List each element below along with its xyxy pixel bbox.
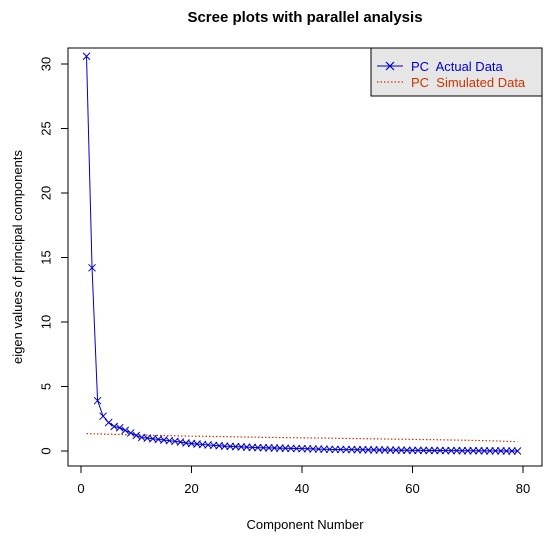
series-actual-line [86, 56, 518, 452]
actual-data-point [397, 446, 406, 455]
actual-data-point [491, 447, 500, 455]
actual-data-point [331, 445, 340, 454]
actual-data-point [436, 446, 444, 455]
actual-data-point [121, 426, 130, 435]
actual-data-point [309, 445, 317, 453]
legend-actual-marker [385, 61, 395, 71]
actual-data-point [463, 446, 472, 455]
actual-data-point [126, 429, 135, 437]
actual-data-point [419, 446, 428, 455]
actual-data-point [386, 446, 395, 454]
actual-data-point [358, 445, 367, 454]
actual-data-point [253, 443, 262, 452]
y-tick-label: 10 [39, 315, 54, 329]
actual-data-point [353, 445, 362, 454]
actual-data-point [270, 444, 279, 452]
y-tick-label: 5 [39, 383, 54, 390]
legend-box [370, 47, 543, 97]
actual-data-point [314, 445, 323, 453]
y-tick-label: 25 [39, 121, 54, 135]
actual-data-point [115, 423, 124, 432]
x-tick-label: 40 [295, 481, 309, 496]
x-axis-label: Component Number [246, 517, 364, 532]
y-tick-label: 0 [39, 447, 54, 454]
actual-data-point [303, 444, 312, 453]
actual-data-point [381, 446, 389, 454]
actual-data-point [264, 444, 273, 452]
legend-actual-label: PC Actual Data [411, 59, 504, 74]
actual-data-point [458, 446, 467, 455]
x-tick-label: 80 [516, 481, 530, 496]
actual-data-point [497, 447, 505, 455]
y-axis-label: eigen values of principal components [10, 150, 25, 364]
actual-data-point [392, 446, 400, 454]
x-tick-label: 0 [77, 481, 84, 496]
actual-data-point [320, 445, 328, 454]
actual-data-point [513, 447, 522, 455]
actual-data-point [508, 447, 516, 455]
actual-data-point [104, 418, 113, 427]
actual-data-point [441, 446, 450, 455]
actual-data-point [364, 445, 373, 454]
series-layer [82, 52, 522, 455]
actual-data-point [430, 446, 439, 455]
y-axis: 0 5 10 15 20 25 30 [39, 57, 69, 455]
plot-frame [67, 47, 543, 467]
actual-data-point [403, 446, 411, 455]
actual-data-point [347, 445, 356, 454]
plot-area [67, 47, 543, 467]
legend-sim-label: PC Simulated Data [411, 75, 526, 90]
actual-data-point [325, 445, 334, 454]
x-tick-label: 60 [405, 481, 419, 496]
y-tick-label: 30 [39, 57, 54, 71]
chart-title: Scree plots with parallel analysis [187, 9, 422, 26]
actual-data-point [375, 446, 384, 454]
actual-data-point [99, 412, 107, 421]
actual-data-point [292, 444, 301, 453]
legend: PC Actual Data PC Simulated Data [370, 47, 543, 97]
x-axis: 0 20 40 60 80 [77, 465, 530, 496]
y-tick-label: 15 [39, 250, 54, 264]
actual-data-point [281, 444, 290, 453]
actual-data-point [414, 446, 422, 455]
actual-data-point [447, 446, 456, 455]
actual-data-point [276, 444, 284, 453]
actual-data-point [259, 443, 268, 452]
actual-data-point [469, 446, 478, 455]
y-tick-label: 20 [39, 186, 54, 200]
actual-data-point [369, 445, 378, 454]
actual-data-point [425, 446, 433, 455]
actual-data-point [132, 431, 141, 440]
actual-data-point [452, 446, 461, 455]
actual-data-point [485, 447, 494, 455]
actual-data-point [502, 447, 511, 455]
actual-data-point [93, 396, 102, 405]
actual-data-point [88, 263, 96, 272]
actual-data-point [82, 52, 91, 61]
actual-data-point [336, 445, 345, 454]
actual-data-point [298, 444, 306, 453]
x-tick-label: 20 [184, 481, 198, 496]
actual-data-point [342, 445, 351, 454]
actual-data-point [474, 446, 483, 455]
actual-data-point [480, 447, 489, 455]
actual-data-point [287, 444, 295, 453]
actual-data-point [408, 446, 417, 455]
